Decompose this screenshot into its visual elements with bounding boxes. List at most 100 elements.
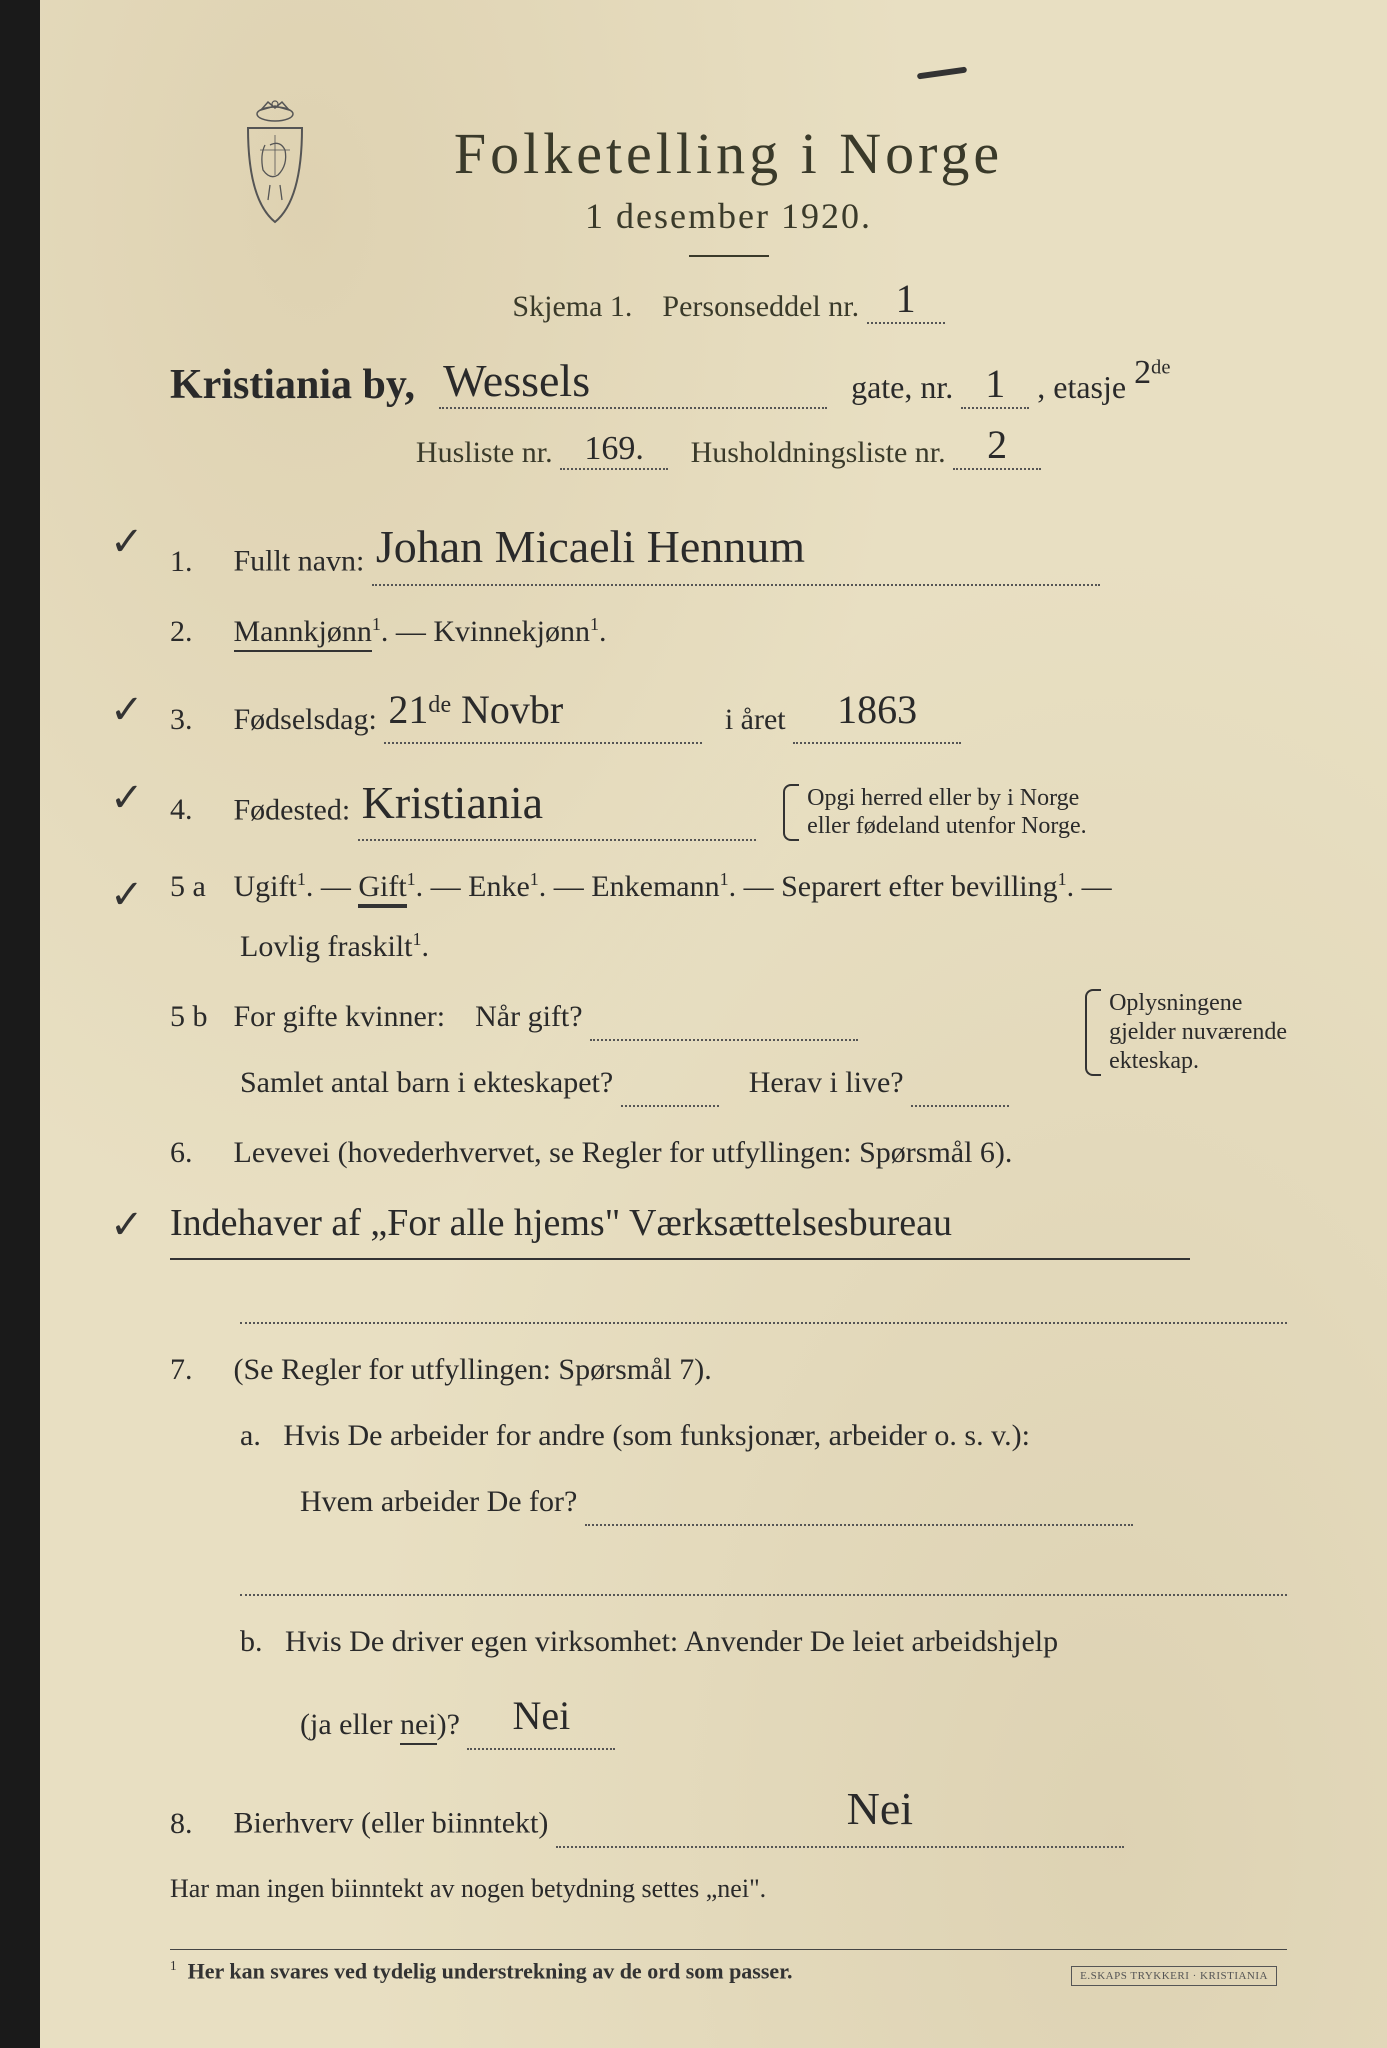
q5b-q-barn: Samlet antal barn i ekteskapet?: [240, 1066, 613, 1099]
title-main: Folketelling i Norge: [170, 120, 1287, 187]
gate-nr: 1: [985, 360, 1005, 407]
q6-label: Levevei (hovederhvervet, se Regler for u…: [234, 1136, 1013, 1169]
q8-note: Har man ingen biinntekt av nogen betydni…: [170, 1868, 1287, 1910]
q2-num: 2.: [170, 608, 226, 656]
husholdning-nr-field: 2: [953, 421, 1041, 470]
q7a-blank-line: [240, 1554, 1287, 1596]
q4-value: Kristiania: [362, 766, 543, 840]
q4-num: 4.: [170, 786, 226, 834]
q4-brace-note: Opgi herred eller by i Norge eller fødel…: [783, 784, 1086, 842]
q6-value: Indehaver af „For alle hjems" Værksættel…: [170, 1193, 1190, 1260]
q5b-row: 5 b For gifte kvinner: Når gift? Oplysni…: [170, 993, 1287, 1107]
printer-mark: E.SKAPS TRYKKERI · KRISTIANIA: [1071, 1966, 1277, 1986]
q5b-gift-field: [590, 1039, 858, 1041]
q5b-note-l3: ekteskap.: [1109, 1048, 1199, 1074]
husliste-nr-field: 169.: [560, 430, 668, 470]
footnote-marker: 1: [170, 1958, 177, 1973]
etasje-val: 2ᵈᵉ: [1134, 354, 1170, 392]
q5a-enkemann: Enkemann: [591, 870, 719, 903]
q7b-answer: Nei: [513, 1684, 571, 1748]
q5b-num: 5 b: [170, 993, 226, 1041]
q4-note-l1: Opgi herred eller by i Norge: [807, 785, 1079, 811]
q6-answer-row: ✓ Indehaver af „For alle hjems" Værksætt…: [170, 1193, 1287, 1260]
husliste-label: Husliste nr.: [416, 436, 553, 469]
q2-row: 2. Mannkjønn1. — Kvinnekjønn1.: [170, 608, 1287, 656]
q5a-enke: Enke: [468, 870, 530, 903]
q6-num: 6.: [170, 1129, 226, 1177]
q5b-live-field: [911, 1105, 1009, 1107]
q3-year-label: i året: [725, 703, 786, 736]
q5a-ugift: Ugift: [234, 870, 297, 903]
q1-label: Fullt navn:: [234, 545, 365, 578]
q7b-l2-pre: (ja eller: [300, 1708, 400, 1741]
q5a-sep: Separert efter bevilling: [781, 870, 1058, 903]
q5a-gift: Gift: [358, 870, 406, 908]
q3-day-field: 21ᵈᵉ Novbr: [384, 678, 702, 744]
q7b-nei-underlined: nei: [400, 1708, 437, 1745]
husliste-line: Husliste nr. 169. Husholdningsliste nr. …: [170, 421, 1287, 470]
q5b-label: For gifte kvinner:: [234, 1000, 446, 1033]
checkmark-icon: ✓: [110, 678, 144, 742]
q3-year: 1863: [837, 678, 917, 742]
q5a-fraskilt: Lovlig fraskilt: [240, 930, 412, 963]
q5b-q-gift: Når gift?: [475, 1000, 582, 1033]
q5a-row: ✓ 5 a Ugift1. — Gift1. — Enke1. — Enkema…: [170, 863, 1287, 971]
q7a-l2: Hvem arbeider De for?: [300, 1485, 577, 1518]
q4-field: Kristiania: [358, 766, 756, 842]
husholdning-nr: 2: [987, 421, 1007, 468]
q5a-num: 5 a: [170, 863, 226, 911]
q2-female: Kvinnekjønn: [433, 615, 590, 648]
checkmark-icon: ✓: [110, 766, 144, 830]
gate-label: gate, nr.: [851, 369, 953, 405]
q4-row: ✓ 4. Fødested: Kristiania Opgi herred el…: [170, 766, 1287, 842]
q7a-label: a.: [240, 1419, 261, 1452]
q3-year-field: 1863: [793, 678, 961, 744]
q8-num: 8.: [170, 1800, 226, 1848]
gate-nr-field: 1: [961, 360, 1029, 409]
q5b-brace-note: Oplysningene gjelder nuværende ekteskap.: [1085, 989, 1287, 1075]
q7-label: (Se Regler for utfyllingen: Spørsmål 7).: [234, 1353, 712, 1386]
q5b-q-live: Herav i live?: [749, 1066, 904, 1099]
husholdning-label: Husholdningsliste nr.: [691, 436, 946, 469]
q7a-field: [585, 1524, 1133, 1526]
q7-row: 7. (Se Regler for utfyllingen: Spørsmål …: [170, 1346, 1287, 1750]
q3-label: Fødselsdag:: [234, 703, 377, 736]
personseddel-nr-field: 1: [867, 275, 945, 324]
q6-row: 6. Levevei (hovederhvervet, se Regler fo…: [170, 1129, 1287, 1177]
q7a-l1: Hvis De arbeider for andre (som funksjon…: [283, 1419, 1030, 1452]
q3-num: 3.: [170, 696, 226, 744]
q7-num: 7.: [170, 1346, 226, 1394]
checkmark-icon: ✓: [110, 863, 144, 927]
q1-row: ✓ 1. Fullt navn: Johan Micaeli Hennum: [170, 510, 1287, 586]
footnote-text: Her kan svares ved tydelig understreknin…: [188, 1959, 793, 1984]
coat-of-arms-icon: [230, 100, 320, 230]
q3-row: ✓ 3. Fødselsdag: 21ᵈᵉ Novbr i året 1863: [170, 678, 1287, 744]
q1-value: Johan Micaeli Hennum: [376, 510, 805, 584]
q2-male: Mannkjønn: [234, 615, 372, 652]
etasje-label: , etasje: [1037, 369, 1126, 405]
q8-value: Nei: [847, 1772, 913, 1846]
q5b-note-l1: Oplysningene: [1109, 990, 1242, 1016]
skjema-label: Skjema 1.: [512, 290, 632, 323]
q4-note-l2: eller fødeland utenfor Norge.: [807, 813, 1086, 839]
location-line: Kristiania by, Wessels gate, nr. 1 , eta…: [170, 354, 1287, 409]
q7b-label: b.: [240, 1625, 263, 1658]
q6-blank-line: [240, 1282, 1287, 1324]
q3-day: 21ᵈᵉ Novbr: [388, 678, 563, 742]
q8-row: 8. Bierhverv (eller biinntekt) Nei Har m…: [170, 1772, 1287, 1909]
checkmark-icon: ✓: [110, 510, 144, 574]
form-header: Folketelling i Norge 1 desember 1920. Sk…: [170, 120, 1287, 324]
personseddel-nr: 1: [896, 275, 916, 322]
census-form-page: Folketelling i Norge 1 desember 1920. Sk…: [0, 0, 1387, 2048]
husliste-nr: 169.: [584, 430, 644, 468]
q5b-note-l2: gjelder nuværende: [1109, 1019, 1287, 1045]
personseddel-label: Personseddel nr.: [662, 290, 859, 323]
q1-field: Johan Micaeli Hennum: [372, 510, 1100, 586]
q4-label: Fødested:: [234, 793, 351, 826]
skjema-line: Skjema 1. Personseddel nr. 1: [170, 275, 1287, 324]
q8-label: Bierhverv (eller biinntekt): [234, 1807, 549, 1840]
q7b-field: Nei: [467, 1684, 615, 1750]
city-label: Kristiania by,: [170, 362, 415, 408]
title-divider: [689, 255, 769, 257]
street-name: Wessels: [443, 354, 590, 407]
